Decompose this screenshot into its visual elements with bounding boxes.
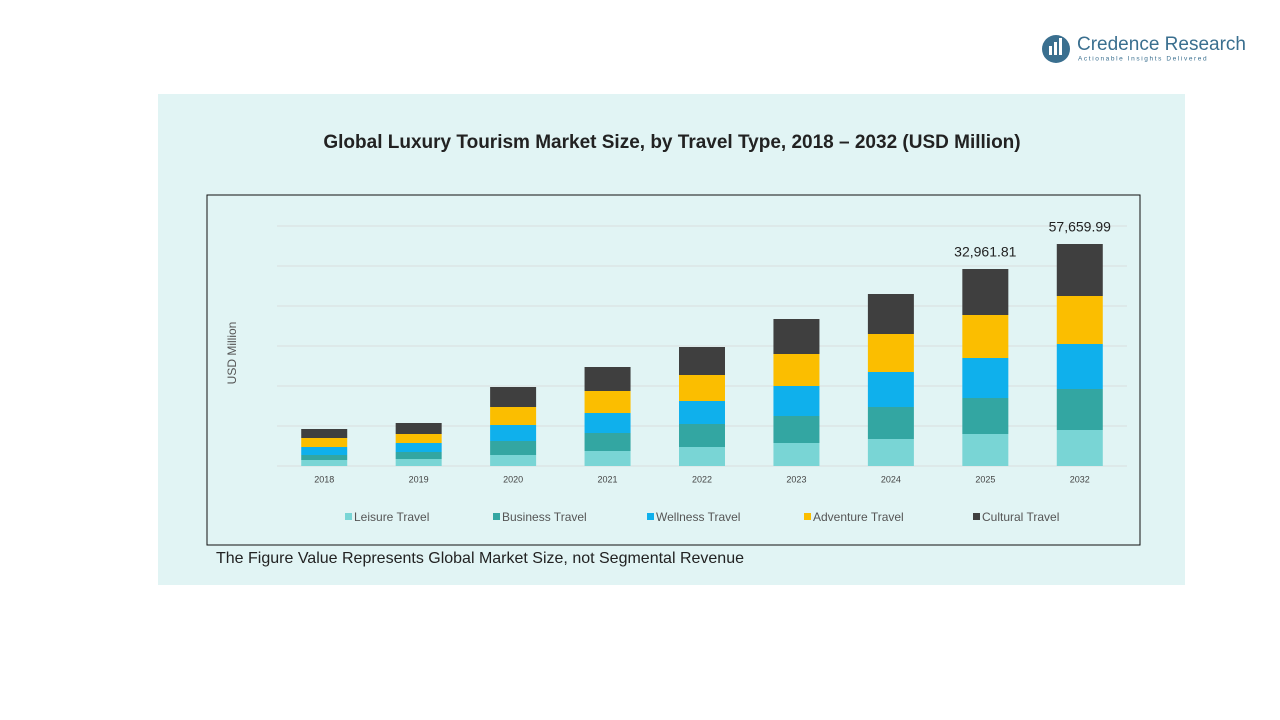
total-label: 57,659.99 (1049, 219, 1111, 235)
bar-segment (1056, 430, 1103, 466)
bar-segment (679, 447, 725, 466)
chart-title: Global Luxury Tourism Market Size, by Tr… (323, 132, 1020, 153)
legend-swatch (647, 513, 654, 520)
x-tick-label: 2024 (881, 474, 901, 484)
footnote: The Figure Value Represents Global Marke… (216, 550, 744, 567)
bar-segment (773, 443, 820, 466)
bar-segment (679, 424, 725, 447)
legend-label: Leisure Travel (354, 510, 429, 524)
legend-label: Business Travel (502, 510, 587, 524)
legend-swatch (804, 513, 811, 520)
legend-label: Wellness Travel (656, 510, 740, 524)
bar-segment (490, 407, 537, 425)
bar-segment (584, 367, 631, 391)
x-tick-label: 2020 (503, 474, 523, 484)
bar-segment (301, 447, 348, 455)
legend-swatch (493, 513, 500, 520)
chart-frame (206, 194, 1141, 546)
bar-segment (962, 269, 1009, 315)
legend-swatch (345, 513, 352, 520)
bar-segment (1056, 389, 1103, 430)
bar-segment (867, 334, 914, 372)
bar-segment (1056, 344, 1103, 389)
bar-segment (301, 455, 348, 460)
brand-tagline: Actionable Insights Delivered (1078, 56, 1208, 63)
logo-bar (1049, 46, 1052, 55)
bar-segment (773, 319, 820, 354)
bar-segment (962, 398, 1009, 434)
x-tick-label: 2023 (786, 474, 806, 484)
bar-segment (301, 438, 348, 447)
bar-segment (395, 423, 442, 434)
bar-segment (395, 452, 442, 459)
bar-segment (395, 434, 442, 443)
x-tick-label: 2025 (975, 474, 995, 484)
bar-segment (962, 358, 1009, 398)
bar-segment (962, 315, 1009, 358)
bar-segment (773, 354, 820, 386)
panel (158, 94, 1185, 585)
y-axis-label: USD Million (225, 322, 239, 385)
bar-segment (679, 401, 725, 424)
bar-segment (395, 443, 442, 452)
x-tick-label: 2018 (314, 474, 334, 484)
bar-segment (301, 429, 348, 438)
bar-segment (584, 433, 631, 451)
bar-segment (584, 451, 631, 466)
logo-bar (1059, 38, 1062, 55)
bar-segment (490, 425, 537, 441)
bar-segment (584, 413, 631, 433)
bar-segment (867, 372, 914, 407)
logo: Credence Research Actionable Insights De… (1042, 34, 1246, 63)
bar-segment (867, 407, 914, 439)
bar-segment (1056, 296, 1103, 344)
bar-segment (679, 375, 725, 401)
x-tick-label: 2022 (692, 474, 712, 484)
legend-label: Cultural Travel (982, 510, 1059, 524)
logo-bar (1054, 42, 1057, 55)
bar-segment (301, 460, 348, 466)
bar-segment (1056, 244, 1103, 296)
x-tick-label: 2021 (598, 474, 618, 484)
bar-segment (584, 391, 631, 413)
bar-segment (490, 441, 537, 455)
bar-segment (867, 439, 914, 466)
bar-segment (395, 459, 442, 466)
bar-segment (490, 387, 537, 407)
bar-segment (490, 455, 537, 466)
x-tick-label: 2019 (409, 474, 429, 484)
bar-segment (867, 294, 914, 334)
brand-name: Credence Research (1077, 34, 1246, 55)
total-label: 32,961.81 (954, 244, 1016, 260)
bar-segment (679, 347, 725, 375)
legend-label: Adventure Travel (813, 510, 904, 524)
bar-segment (773, 386, 820, 416)
bar-segment (962, 434, 1009, 466)
x-tick-label: 2032 (1070, 474, 1090, 484)
bar-segment (773, 416, 820, 443)
legend-swatch (973, 513, 980, 520)
plot: 2018 2019 2020 2021 2022 2023 2024 2025 32,961.8… (277, 219, 1127, 524)
